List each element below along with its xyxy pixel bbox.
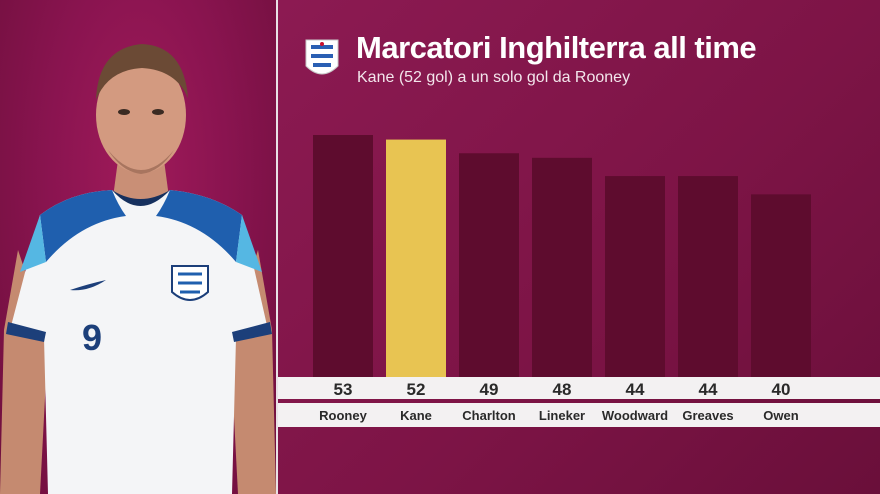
- value-label-owen: 40: [772, 380, 791, 399]
- value-label-greaves: 44: [699, 380, 718, 399]
- chart-title: Marcatori Inghilterra all time: [356, 30, 757, 65]
- bar-lineker: [532, 157, 592, 377]
- value-label-woodward: 44: [626, 380, 645, 399]
- category-label-woodward: Woodward: [602, 408, 668, 423]
- category-label-greaves: Greaves: [682, 408, 733, 423]
- value-band: [278, 377, 880, 399]
- bar-owen: [751, 194, 811, 377]
- bar-woodward: [605, 176, 665, 377]
- bar-greaves: [678, 176, 738, 377]
- chart-subtitle: Kane (52 gol) a un solo gol da Rooney: [357, 69, 631, 86]
- player-illustration: 9: [0, 44, 276, 494]
- category-label-lineker: Lineker: [539, 408, 585, 423]
- player-photo: 9: [0, 0, 276, 494]
- bar-rooney: [313, 135, 373, 377]
- value-label-charlton: 49: [480, 380, 499, 399]
- graphic-panel: Marcatori Inghilterra all time Kane (52 …: [278, 0, 880, 494]
- value-label-kane: 52: [407, 380, 426, 399]
- value-label-lineker: 48: [553, 380, 572, 399]
- bar-charlton: [459, 153, 519, 377]
- value-label-rooney: 53: [334, 380, 353, 399]
- category-label-kane: Kane: [400, 408, 432, 423]
- bars-group: [313, 135, 811, 377]
- category-label-rooney: Rooney: [319, 408, 367, 423]
- category-label-charlton: Charlton: [462, 408, 516, 423]
- panel-divider: [276, 0, 278, 494]
- shirt-number: 9: [82, 317, 102, 358]
- name-band: [278, 403, 880, 427]
- bar-kane: [386, 139, 446, 377]
- value-labels-group: 53 52 49 48 44 44 40: [334, 380, 791, 399]
- england-crest-icon: [305, 39, 339, 75]
- category-labels-group: Rooney Kane Charlton Lineker Woodward Greaves…: [319, 408, 799, 423]
- category-label-owen: Owen: [763, 408, 798, 423]
- bar-chart: 53 52 49 48 44 44 40 Rooney Kane Charlton Lineker…: [313, 135, 811, 423]
